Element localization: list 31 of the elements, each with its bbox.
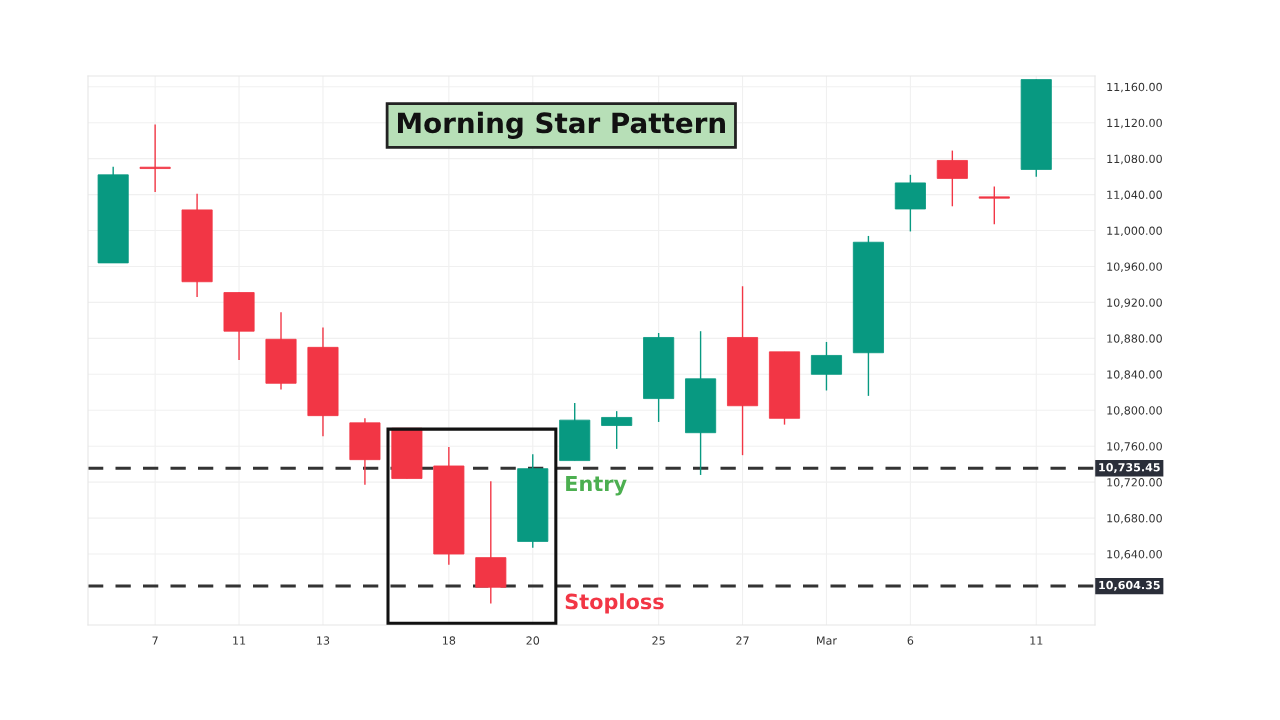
y-tick-label: 11,080.00 — [1107, 154, 1162, 165]
y-tick-label: 10,960.00 — [1107, 262, 1162, 272]
y-tick-label: 11,000.00 — [1107, 226, 1162, 237]
x-tick-label: 18 — [442, 636, 456, 645]
x-tick-label: 11 — [233, 636, 246, 645]
x-tick-label: 25 — [652, 636, 665, 645]
x-tick-label: Mar — [817, 636, 837, 645]
x-tick-label: 20 — [526, 636, 540, 645]
y-tick-label: 11,120.00 — [1107, 118, 1162, 129]
x-tick-label: 6 — [907, 636, 914, 645]
annotation: Stoploss — [565, 593, 664, 614]
y-tick-label: 10,880.00 — [1107, 334, 1162, 344]
x-tick-label: 27 — [736, 636, 749, 645]
ref-line-label: 10,735.45 — [1099, 463, 1160, 473]
y-tick-label: 10,920.00 — [1107, 298, 1162, 308]
y-tick-label: 10,800.00 — [1107, 406, 1162, 416]
y-tick-label: 10,640.00 — [1107, 549, 1162, 560]
candlestick — [139, 123, 171, 193]
y-tick-label: 11,040.00 — [1107, 190, 1162, 201]
ref-line-label: 10,604.35 — [1099, 580, 1160, 591]
y-tick-label: 10,680.00 — [1107, 514, 1162, 524]
y-tick-label: 10,840.00 — [1107, 370, 1162, 380]
y-tick-label: 11,160.00 — [1107, 82, 1162, 93]
x-tick-label: 13 — [317, 636, 330, 645]
y-tick-label: 10,720.00 — [1107, 478, 1162, 488]
x-tick-label: 11 — [1030, 636, 1043, 645]
y-tick-label: 10,760.00 — [1107, 442, 1162, 452]
candlestick — [978, 185, 1010, 225]
text: Morning Star Pattern — [398, 111, 725, 139]
annotation: Entry — [566, 475, 627, 496]
x-tick-label: 7 — [152, 636, 158, 645]
